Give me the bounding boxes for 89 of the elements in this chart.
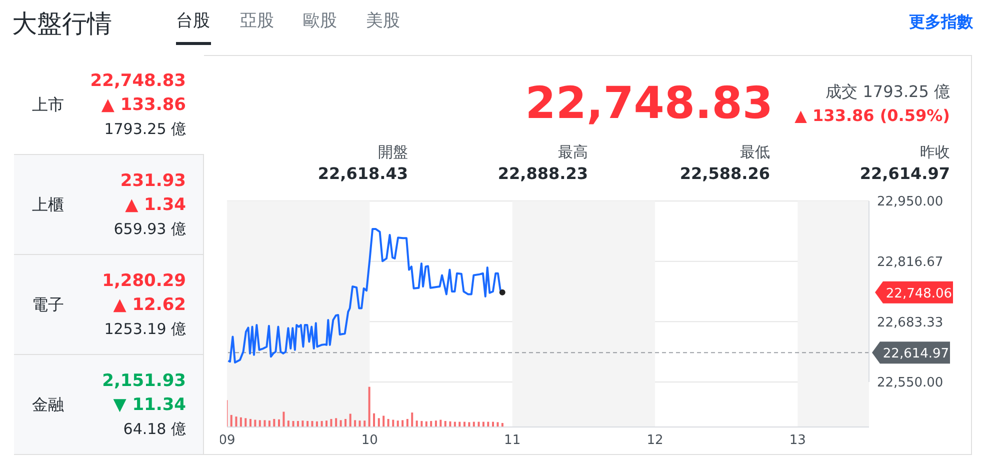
x-tick-label: 13 xyxy=(789,433,806,448)
bar xyxy=(273,418,276,427)
x-tick-label: 10 xyxy=(361,433,378,448)
bar xyxy=(320,420,323,427)
bar xyxy=(496,422,499,427)
bar xyxy=(268,420,270,427)
bar xyxy=(378,418,380,427)
bar xyxy=(264,420,266,427)
text: 22,588.26 xyxy=(680,162,770,185)
text: 上櫃 xyxy=(32,194,64,216)
bar xyxy=(278,419,280,427)
bar xyxy=(296,420,299,427)
text: 22,748.83 xyxy=(525,77,773,132)
bar xyxy=(354,420,356,427)
bar xyxy=(258,420,261,427)
bar xyxy=(392,420,394,427)
text: ▲ 133.86 (0.59%) xyxy=(794,104,950,127)
bar xyxy=(373,413,376,427)
bar xyxy=(235,416,238,427)
y-tick-label: 22,683.33 xyxy=(877,315,944,330)
text: 昨收 xyxy=(920,142,950,162)
text: ▼ 11.34 xyxy=(113,394,186,418)
bar xyxy=(396,420,399,427)
text: 最高 xyxy=(558,142,588,162)
bar xyxy=(402,420,404,427)
text: 更多指數 xyxy=(909,10,973,33)
text: ▲ 1.34 xyxy=(125,194,186,218)
text: 22,888.23 xyxy=(498,162,588,185)
bar xyxy=(254,420,256,427)
bar xyxy=(340,420,342,427)
bar xyxy=(406,418,408,427)
bar xyxy=(411,412,414,427)
bar xyxy=(306,420,309,427)
x-tick-label: 11 xyxy=(504,433,521,448)
text: 64.18 億 xyxy=(123,418,186,440)
bar xyxy=(430,420,432,427)
text: 金融 xyxy=(32,394,64,416)
text: 電子 xyxy=(32,294,64,316)
bar xyxy=(349,414,352,427)
text: 台股 xyxy=(176,10,210,34)
text: ▲ 133.86 xyxy=(101,94,186,118)
text: 1793.25 億 xyxy=(104,118,186,140)
text: 22,618.43 xyxy=(318,162,408,185)
bar xyxy=(434,420,437,427)
bar xyxy=(244,418,247,427)
text: 亞股 xyxy=(240,10,274,34)
bar xyxy=(387,418,390,427)
text: 美股 xyxy=(366,10,400,34)
text: 22,748.83 xyxy=(90,70,186,94)
y-tick-label: 22,550.00 xyxy=(877,376,944,391)
x-tick-label: 12 xyxy=(646,433,664,448)
bar xyxy=(444,420,446,427)
text: 659.93 億 xyxy=(114,218,186,240)
bar xyxy=(287,420,290,427)
text: 大盤行情 xyxy=(12,8,112,40)
bar xyxy=(311,420,314,427)
bar xyxy=(292,420,294,427)
text: 歐股 xyxy=(303,10,337,34)
y-tick-label: 22,950.00 xyxy=(877,194,944,210)
text: ▲ 12.62 xyxy=(113,294,186,318)
text: 1253.19 億 xyxy=(104,318,186,340)
bar xyxy=(326,420,328,427)
text: 上市 xyxy=(32,94,64,116)
bar xyxy=(230,414,232,427)
text: 1,280.29 xyxy=(102,270,186,294)
bar xyxy=(440,420,442,427)
bar xyxy=(416,420,418,427)
price-tag: 22,748.06 xyxy=(875,281,953,304)
bar xyxy=(420,420,423,427)
bar xyxy=(368,386,370,427)
bar xyxy=(330,418,332,427)
text: 開盤 xyxy=(378,142,408,162)
bar xyxy=(382,416,385,427)
text: 22,614.97 xyxy=(860,162,950,185)
bar xyxy=(468,422,470,427)
text: 231.93 xyxy=(120,170,186,194)
bar xyxy=(240,417,242,427)
bar xyxy=(344,418,346,427)
bar xyxy=(335,418,338,427)
ref-line-label: 22,614.97 xyxy=(882,346,950,362)
bar xyxy=(282,412,285,427)
bar xyxy=(364,420,366,427)
bar xyxy=(358,420,361,427)
text: 成交 1793.25 億 xyxy=(826,80,950,103)
text: 最低 xyxy=(740,142,770,162)
bar xyxy=(249,418,252,427)
y-tick-label: 22,816.67 xyxy=(877,254,944,270)
bar xyxy=(302,420,304,427)
text: 2,151.93 xyxy=(102,370,186,394)
